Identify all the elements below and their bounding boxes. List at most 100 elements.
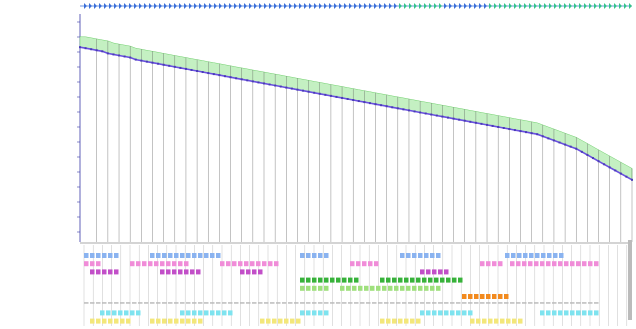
series-point: [558, 141, 561, 144]
track-feature-block: [594, 261, 599, 267]
track-feature-block: [114, 253, 119, 258]
track-feature-block: [118, 310, 123, 316]
series-point: [168, 64, 171, 67]
track-feature-block: [216, 310, 221, 316]
track-feature-block: [136, 310, 141, 316]
track-feature-block: [498, 294, 503, 299]
track-feature-block: [500, 318, 505, 324]
track-feature-block: [570, 310, 575, 316]
ruler-arrow: [229, 3, 232, 9]
track-feature-block: [178, 269, 183, 275]
track-feature-block: [348, 277, 353, 283]
track-feature-block: [354, 302, 359, 304]
track-feature-block: [390, 302, 395, 304]
track-feature-block: [258, 302, 263, 304]
track-feature-block: [426, 269, 431, 275]
track-feature-block: [480, 294, 485, 299]
series-line: [79, 46, 633, 181]
series-point: [246, 79, 249, 82]
series-point: [474, 121, 477, 124]
track-feature-block: [432, 302, 437, 304]
track-feature-block: [354, 277, 359, 283]
track-feature-block: [204, 310, 209, 316]
track-feature-block: [268, 261, 273, 267]
track-feature-block: [358, 285, 363, 291]
ruler-arrow: [489, 3, 492, 9]
series-point: [575, 147, 578, 150]
track-feature-block: [120, 302, 125, 304]
series-point: [391, 106, 394, 109]
track-feature-block: [226, 261, 231, 267]
track-feature-block: [366, 302, 371, 304]
series-point: [84, 47, 87, 50]
series-point: [184, 67, 187, 70]
ruler-arrow: [519, 3, 522, 9]
series-point: [491, 124, 494, 127]
series-point: [447, 116, 449, 119]
ruler-arrow: [554, 3, 557, 9]
track-feature-block: [272, 318, 277, 324]
ruler-arrow: [529, 3, 532, 9]
track-feature-block: [124, 310, 129, 316]
track-feature-block: [474, 302, 479, 304]
ruler-arrow: [204, 3, 207, 9]
track-feature-block: [434, 277, 439, 283]
ruler-arrow: [269, 3, 272, 9]
ruler-arrow: [279, 3, 282, 9]
series-point: [508, 128, 511, 131]
track-feature-block: [348, 302, 353, 304]
track-feature-block: [412, 253, 417, 258]
track-feature-block: [168, 302, 173, 304]
track-feature-block: [312, 253, 317, 258]
track-feature-block: [102, 269, 107, 275]
track-feature-block: [432, 269, 437, 275]
ruler-arrow: [299, 3, 302, 9]
track-feature-block: [160, 269, 165, 275]
ruler-arrow: [319, 3, 322, 9]
ruler-arrow: [429, 3, 432, 9]
series-point: [513, 129, 516, 132]
track-feature-block: [452, 277, 457, 283]
scroll-marker[interactable]: [628, 240, 632, 320]
ruler-arrow: [369, 3, 372, 9]
track-feature-block: [458, 277, 463, 283]
track-feature-block: [276, 302, 281, 304]
series-point: [368, 102, 371, 105]
ruler-arrow: [129, 3, 132, 9]
track-feature-block: [244, 261, 249, 267]
track-feature-block: [498, 302, 503, 304]
ruler-arrow: [364, 3, 367, 9]
track-feature-block: [210, 310, 215, 316]
track-feature-block: [162, 253, 167, 258]
track-feature-block: [100, 310, 105, 316]
track-feature-block: [198, 310, 203, 316]
track-feature-block: [238, 261, 243, 267]
track-feature-block: [312, 310, 317, 316]
series-point: [140, 59, 143, 62]
track-feature-block: [90, 318, 95, 324]
track-feature-block: [438, 269, 443, 275]
track-feature-block: [90, 269, 95, 275]
series-point: [541, 135, 544, 138]
track-feature-block: [426, 310, 431, 316]
track-feature-block: [132, 302, 137, 304]
ruler-arrow: [509, 3, 512, 9]
track-feature-block: [492, 294, 497, 299]
series-point: [614, 169, 617, 172]
track-feature-block: [576, 302, 581, 304]
track-feature-block: [470, 318, 475, 324]
ruler-arrow: [84, 3, 87, 9]
track-feature-block: [312, 285, 317, 291]
series-point: [430, 113, 433, 116]
track-feature-block: [450, 310, 455, 316]
series-point: [145, 60, 148, 63]
ruler-arrow: [179, 3, 182, 9]
track-feature-block: [486, 302, 491, 304]
track-feature-block: [388, 285, 393, 291]
ruler-arrow: [264, 3, 267, 9]
series-point: [419, 111, 422, 114]
series-point: [151, 61, 154, 64]
track-feature-block: [156, 318, 161, 324]
track-feature-block: [418, 253, 423, 258]
track-feature-block: [312, 277, 317, 283]
